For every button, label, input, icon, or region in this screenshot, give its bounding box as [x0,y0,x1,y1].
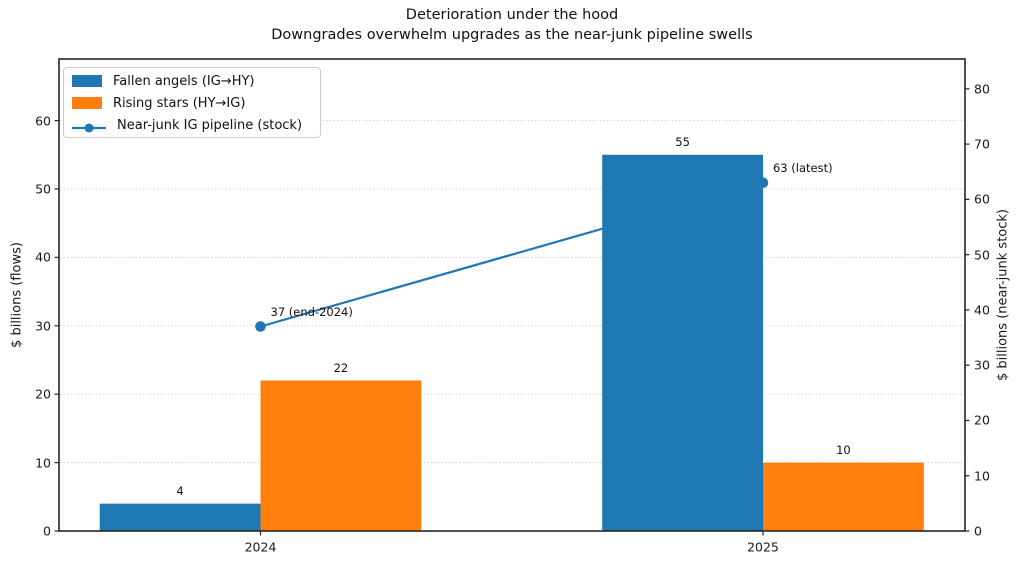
y-tick-label-right: 40 [974,302,990,318]
line-point-label: 63 (latest) [772,160,833,175]
y-tick-label-left: 50 [35,181,51,197]
y-tick-label-left: 10 [35,455,51,471]
legend-swatch-rising-stars [72,97,102,109]
legend-label-near-junk-pipeline: Near-junk IG pipeline (stock) [117,117,303,133]
legend-item-rising-stars: Rising stars (HY→IG) [72,92,320,114]
legend-item-fallen-angels: Fallen angels (IG→HY) [72,70,320,92]
legend: Fallen angels (IG→HY) Rising stars (HY→I… [63,67,321,138]
legend-line-sample-svg [72,123,106,133]
legend-label-fallen-angels: Fallen angels (IG→HY) [113,73,255,89]
line-point-label: 37 (end-2024) [270,304,353,319]
chart-subtitle: Downgrades overwhelm upgrades as the nea… [271,27,753,43]
y-tick-label-left: 40 [35,249,51,265]
legend-item-near-junk-pipeline: Near-junk IG pipeline (stock) [72,114,320,136]
bar-rising-stars-2025 [762,462,924,531]
bar-rising-stars-2024 [260,380,422,531]
bar-fallen-angels-2025 [602,154,763,531]
y-tick-label-left: 0 [43,523,51,539]
bar-value-label: 10 [836,442,851,457]
right-axis-label: $ billions (near-junk stock) [995,208,1011,382]
legend-line-marker-swatch [72,119,106,133]
legend-label-rising-stars: Rising stars (HY→IG) [113,95,246,111]
plot-spines [58,58,966,532]
legend-swatch-fallen-angels [72,75,102,87]
bar-value-label: 55 [675,134,690,149]
bar-value-label: 22 [333,360,349,375]
y-tick-label-right: 20 [974,412,990,428]
y-tick-label-right: 10 [974,468,990,484]
bar-fallen-angels-2024 [99,503,261,531]
y-tick-label-left: 30 [35,318,51,334]
x-tick-label: 2025 [747,539,779,554]
y-tick-label-right: 30 [974,357,990,373]
y-tick-label-left: 20 [35,386,51,402]
y-tick-label-right: 60 [974,191,990,207]
bar-value-label: 4 [176,483,184,498]
y-tick-label-right: 0 [974,523,982,539]
left-axis-label: $ billions (flows) [9,242,25,348]
y-tick-label-left: 60 [35,113,51,129]
legend-line-sample [84,123,94,133]
chart-title: Deterioration under the hood [405,7,619,23]
y-tick-label-right: 80 [974,81,990,97]
y-tick-label-right: 70 [974,136,990,152]
x-tick-label: 2024 [244,539,277,554]
y-tick-label-right: 50 [974,247,990,263]
pipeline-marker-2024 [255,321,266,332]
